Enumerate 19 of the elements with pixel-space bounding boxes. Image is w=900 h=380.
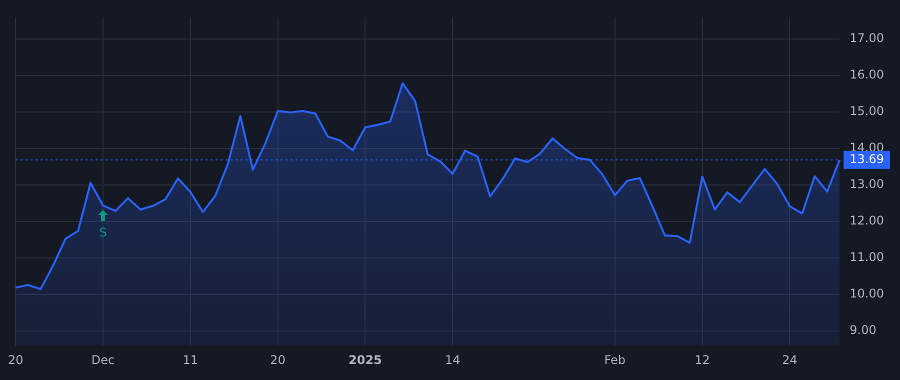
x-tick-label: 20 [8,352,24,367]
y-tick-label: 9.00 [850,323,876,338]
y-tick-label: 12.00 [850,214,884,228]
x-tick-label: Feb [604,352,626,367]
x-tick-label: 14 [444,352,460,367]
y-tick-label: 16.00 [850,68,884,82]
x-tick-label: 20 [270,352,286,367]
x-tick-label: Dec [91,352,115,367]
y-tick-label: 15.00 [850,104,884,118]
x-tick-label: 12 [694,352,710,367]
y-tick-label: 11.00 [850,250,884,264]
ref-line-label: 13.69 [850,152,884,166]
y-tick-label: 13.00 [850,177,884,192]
x-tick-label: 2025 [348,352,382,367]
annotation: S [99,226,107,240]
x-tick-label: 11 [182,352,198,367]
y-tick-label: 17.00 [850,31,884,46]
x-tick-label: 24 [782,352,798,367]
y-tick-label: 10.00 [850,286,884,301]
